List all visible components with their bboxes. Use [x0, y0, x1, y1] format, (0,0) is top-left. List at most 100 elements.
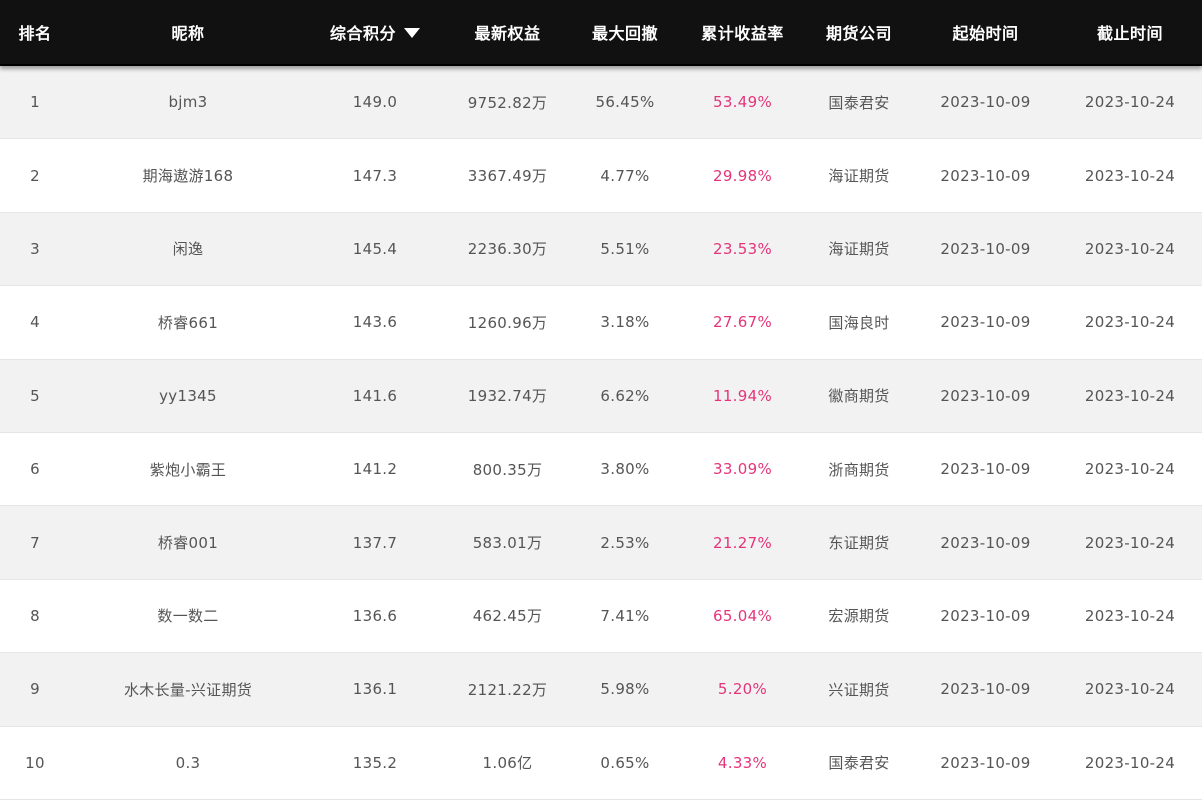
equity-cell: 9752.82万 — [467, 93, 548, 112]
company-cell: 国海良时 — [828, 313, 890, 332]
nickname-cell: 0.3 — [175, 753, 201, 772]
company-cell: 兴证期货 — [828, 680, 890, 699]
nickname-cell: yy1345 — [159, 386, 217, 405]
company-cell: 宏源期货 — [828, 607, 890, 626]
company-cell: 海证期货 — [828, 240, 890, 259]
score-cell: 141.6 — [352, 386, 398, 405]
rank-cell: 6 — [30, 460, 40, 479]
table-row[interactable]: 10 0.3 135.2 1.06亿 0.65% 4.33% 国泰君安 2023-10-09 2… — [0, 726, 1202, 800]
start-time-cell: 2023-10-09 — [940, 386, 1031, 405]
table-row[interactable]: 1 bjm3 149.0 9752.82万 56.45% 53.49% 国泰君安 2023-1… — [0, 66, 1202, 140]
start-time-cell: 2023-10-09 — [940, 166, 1031, 185]
drawdown-cell: 3.18% — [600, 313, 650, 332]
nickname-cell: 桥睿661 — [157, 313, 219, 332]
caret-down-icon[interactable] — [404, 27, 420, 38]
score-cell: 141.2 — [352, 460, 398, 479]
end-time-cell: 2023-10-24 — [1084, 166, 1176, 185]
header-nickname[interactable]: 昵称 — [171, 24, 205, 43]
return-rate-cell: 21.27% — [713, 533, 772, 552]
score-cell: 149.0 — [352, 93, 398, 112]
return-rate-cell: 27.67% — [713, 313, 772, 332]
return-rate-cell: 53.49% — [713, 93, 772, 112]
nickname-cell: 期海遨游168 — [142, 167, 234, 186]
drawdown-cell: 0.65% — [600, 753, 650, 772]
rank-cell: 10 — [25, 753, 45, 772]
table-header: 排名 昵称 综合积分 最新权益 最大回撤 累计收益率 期货公司 起始时间 截止时… — [0, 0, 1202, 66]
table-row[interactable]: 3 闲逸 145.4 2236.30万 5.51% 23.53% 海证期货 2023-10-0… — [0, 212, 1202, 287]
return-rate-cell: 65.04% — [713, 606, 772, 625]
score-cell: 143.6 — [352, 313, 398, 332]
table-row[interactable]: 6 紫炮小霸王 141.2 800.35万 3.80% 33.09% 浙商期货 2023-10… — [0, 433, 1202, 507]
nickname-cell: 水木长量-兴证期货 — [123, 680, 253, 699]
equity-cell: 800.35万 — [472, 460, 543, 479]
end-time-cell: 2023-10-24 — [1084, 533, 1176, 552]
end-time-cell: 2023-10-24 — [1084, 753, 1176, 772]
end-time-cell: 2023-10-24 — [1084, 239, 1176, 258]
table-row[interactable]: 8 数一数二 136.6 462.45万 7.41% 65.04% 宏源期货 2023-10-… — [0, 579, 1202, 654]
return-rate-cell: 33.09% — [713, 460, 772, 479]
company-cell: 国泰君安 — [828, 93, 890, 112]
equity-cell: 1932.74万 — [467, 387, 548, 406]
company-cell: 东证期货 — [828, 534, 890, 553]
nickname-cell: bjm3 — [168, 93, 208, 112]
nickname-cell: 桥睿001 — [157, 534, 219, 553]
score-cell: 137.7 — [352, 533, 398, 552]
score-cell: 136.1 — [352, 680, 398, 699]
table-row[interactable]: 9 水木长量-兴证期货 136.1 2121.22万 5.98% 5.20% 兴证期货 202… — [0, 653, 1202, 727]
score-cell: 135.2 — [352, 753, 398, 772]
header-score[interactable]: 综合积分 — [310, 0, 440, 64]
header-score-label: 综合积分 — [329, 24, 396, 43]
return-rate-cell: 5.20% — [717, 680, 768, 699]
equity-cell: 3367.49万 — [467, 167, 548, 186]
nickname-cell: 数一数二 — [157, 607, 219, 626]
score-cell: 145.4 — [352, 239, 398, 258]
end-time-cell: 2023-10-24 — [1084, 313, 1176, 332]
company-cell: 国泰君安 — [828, 754, 890, 773]
header-rank[interactable]: 排名 — [18, 24, 52, 43]
company-cell: 海证期货 — [828, 167, 890, 186]
rank-cell: 3 — [30, 239, 40, 258]
equity-cell: 462.45万 — [472, 607, 543, 626]
header-company[interactable]: 期货公司 — [825, 24, 892, 43]
table-row[interactable]: 2 期海遨游168 147.3 3367.49万 4.77% 29.98% 海证期货 2023… — [0, 139, 1202, 213]
equity-cell: 2121.22万 — [467, 680, 548, 699]
drawdown-cell: 5.98% — [600, 680, 650, 699]
rank-cell: 4 — [30, 313, 40, 332]
drawdown-cell: 5.51% — [600, 239, 650, 258]
equity-cell: 583.01万 — [472, 534, 543, 553]
return-rate-cell: 4.33% — [717, 753, 768, 772]
company-cell: 浙商期货 — [828, 460, 890, 479]
header-drawdown[interactable]: 最大回撤 — [591, 24, 658, 43]
nickname-cell: 闲逸 — [172, 240, 204, 259]
rank-cell: 2 — [30, 166, 40, 185]
rank-cell: 7 — [30, 533, 40, 552]
end-time-cell: 2023-10-24 — [1084, 93, 1176, 112]
rank-cell: 1 — [30, 93, 40, 112]
start-time-cell: 2023-10-09 — [940, 606, 1031, 625]
header-end-time[interactable]: 截止时间 — [1096, 24, 1163, 43]
start-time-cell: 2023-10-09 — [940, 533, 1031, 552]
start-time-cell: 2023-10-09 — [940, 239, 1031, 258]
header-equity[interactable]: 最新权益 — [474, 24, 541, 43]
table-row[interactable]: 7 桥睿001 137.7 583.01万 2.53% 21.27% 东证期货 2023-10… — [0, 506, 1202, 580]
header-start-time[interactable]: 起始时间 — [952, 24, 1019, 43]
start-time-cell: 2023-10-09 — [940, 313, 1031, 332]
table-row[interactable]: 5 yy1345 141.6 1932.74万 6.62% 11.94% 徽商期货 2023-… — [0, 359, 1202, 433]
table-row[interactable]: 4 桥睿661 143.6 1260.96万 3.18% 27.67% 国海良时 2023-1… — [0, 286, 1202, 360]
return-rate-cell: 11.94% — [713, 386, 772, 405]
rank-cell: 9 — [30, 680, 40, 699]
header-return-rate[interactable]: 累计收益率 — [701, 24, 784, 43]
return-rate-cell: 23.53% — [713, 239, 772, 258]
equity-cell: 1260.96万 — [467, 313, 548, 332]
rank-cell: 5 — [30, 386, 40, 405]
drawdown-cell: 56.45% — [595, 93, 655, 112]
company-cell: 徽商期货 — [828, 387, 890, 406]
drawdown-cell: 6.62% — [600, 386, 650, 405]
start-time-cell: 2023-10-09 — [940, 680, 1031, 699]
drawdown-cell: 3.80% — [600, 460, 650, 479]
drawdown-cell: 7.41% — [600, 606, 650, 625]
score-cell: 147.3 — [352, 166, 398, 185]
drawdown-cell: 4.77% — [600, 166, 650, 185]
start-time-cell: 2023-10-09 — [940, 93, 1031, 112]
